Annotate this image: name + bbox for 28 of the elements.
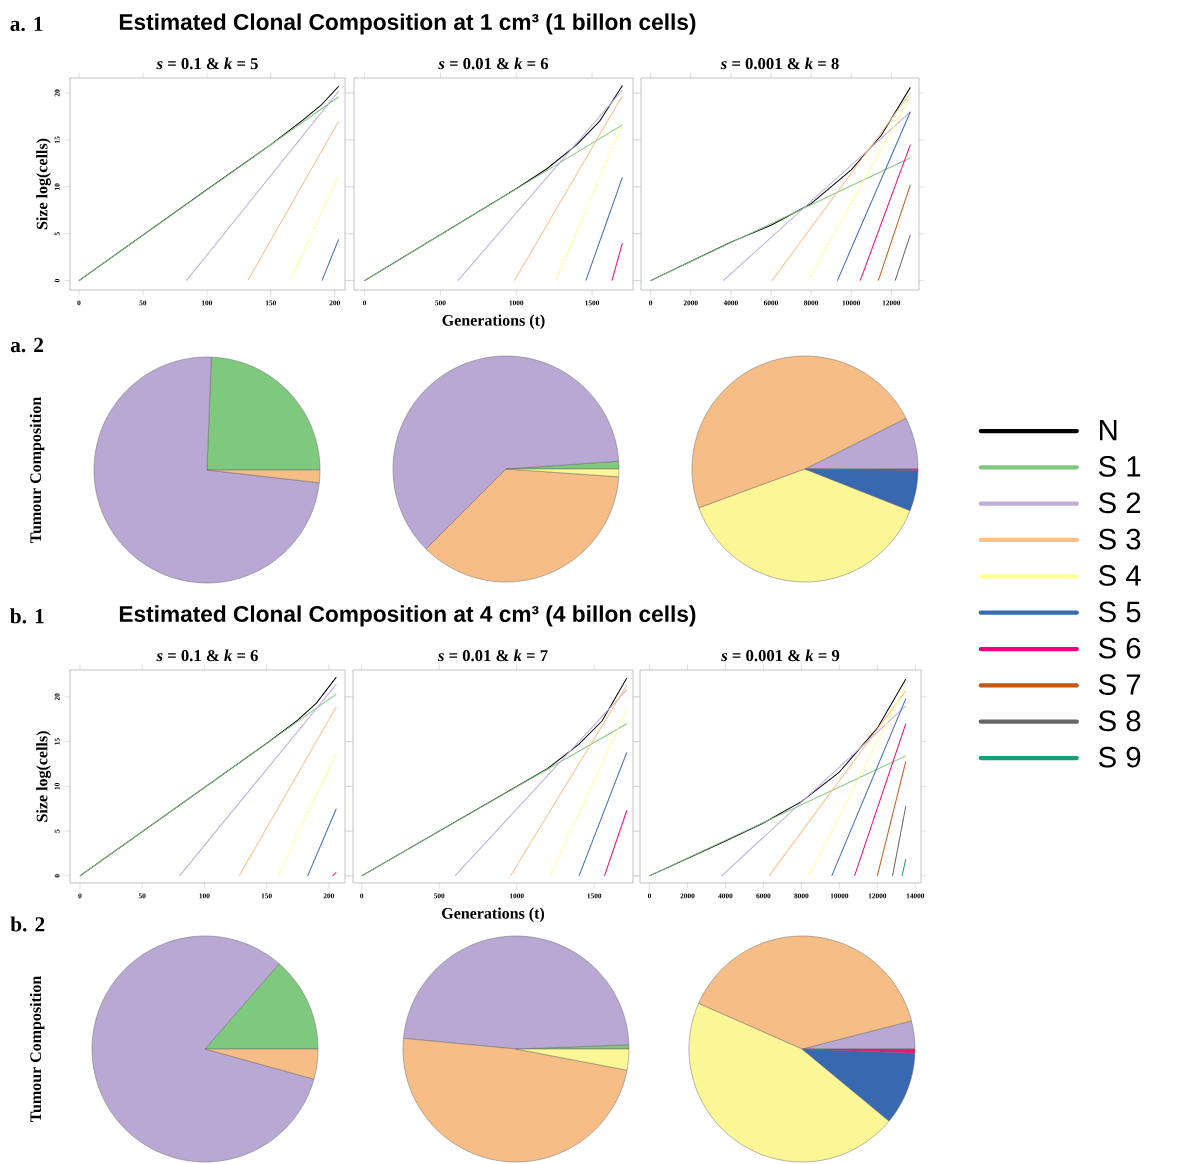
text: b. 2 xyxy=(10,916,45,932)
legend-label: S 3 xyxy=(1098,528,1141,550)
chart-title: s = 0.1 & k = 6 xyxy=(156,649,258,662)
x-axis-title: Generations (t) xyxy=(442,314,545,330)
y-axis-title: Size log(cells) xyxy=(36,731,51,822)
chart-title: s = 0.01 & k = 6 xyxy=(438,57,549,70)
text: a. 1 xyxy=(10,16,43,32)
text: a. 2 xyxy=(10,337,44,353)
legend-label: S 2 xyxy=(1098,492,1141,514)
y-axis-title: Size log(cells) xyxy=(36,138,51,230)
text: b. 1 xyxy=(10,608,44,624)
legend-label: S 9 xyxy=(1098,746,1141,768)
text: Tumour Composition xyxy=(29,975,45,1123)
legend-label: S 6 xyxy=(1098,637,1141,659)
chart-title: s = 0.1 & k = 5 xyxy=(156,57,258,70)
chart-title: s = 0.001 & k = 8 xyxy=(720,57,839,70)
legend-label: S 1 xyxy=(1098,456,1141,477)
text: Estimated Clonal Composition at 1 cm³ (1 billon cells) xyxy=(119,13,696,35)
chart-title: s = 0.01 & k = 7 xyxy=(437,649,548,662)
text: Tumour Composition xyxy=(29,396,45,544)
legend-label: S 8 xyxy=(1098,710,1141,732)
x-axis-title: Generations (t) xyxy=(442,907,545,923)
legend-label: S 5 xyxy=(1098,601,1141,623)
legend-label: N xyxy=(1100,420,1117,441)
legend-label: S 4 xyxy=(1098,565,1141,586)
legend-label: S 7 xyxy=(1098,674,1141,695)
chart-title: s = 0.001 & k = 9 xyxy=(721,649,840,662)
text: Estimated Clonal Composition at 4 cm³ (4 billon cells) xyxy=(119,605,696,627)
